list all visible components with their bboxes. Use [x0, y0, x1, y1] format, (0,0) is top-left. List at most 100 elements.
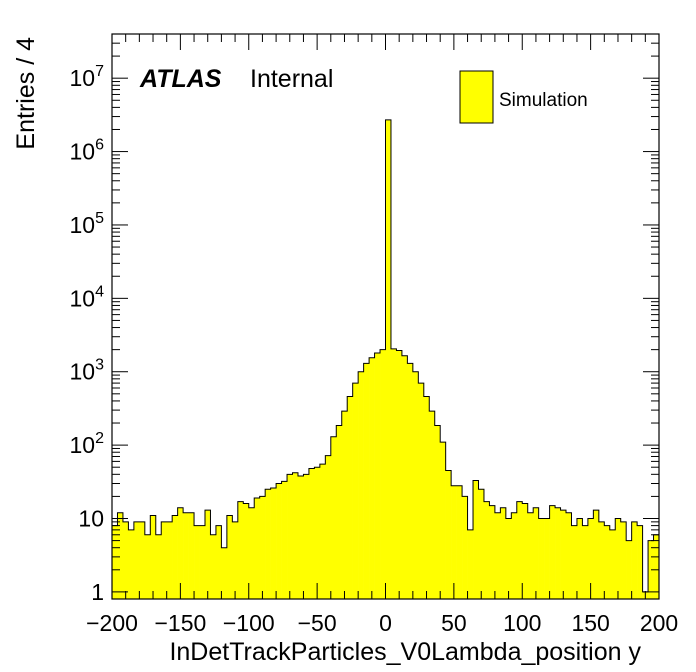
histogram-bar	[248, 507, 255, 599]
histogram-bar	[292, 472, 299, 599]
y-tick-label: 10	[78, 506, 104, 532]
histogram-bar	[330, 436, 337, 599]
x-tick-label: −50	[298, 610, 337, 636]
x-axis-label: InDetTrackParticles_V0Lambda_position y	[169, 638, 641, 666]
histogram-bar	[254, 498, 260, 599]
plot-frame	[111, 33, 660, 600]
histogram-bar	[347, 396, 353, 599]
histogram-bar	[128, 529, 135, 599]
legend-label: Simulation	[499, 90, 588, 111]
histogram-bar	[188, 512, 195, 599]
x-tick-label: 150	[571, 610, 609, 636]
histogram-bar	[325, 455, 332, 599]
histogram-bar	[122, 521, 129, 599]
x-tick-label: 100	[503, 610, 541, 636]
histogram-bar	[270, 488, 277, 599]
histogram-bar	[582, 525, 589, 599]
x-tick-label: −200	[86, 610, 138, 636]
histogram-bar	[598, 521, 605, 599]
histogram-bar	[183, 512, 189, 599]
histogram-bar	[232, 521, 239, 599]
histogram-bar	[319, 464, 326, 599]
histogram-bar	[144, 534, 151, 599]
histogram-bar	[117, 512, 124, 599]
histogram-bar	[473, 480, 479, 599]
histogram-bar	[265, 489, 271, 599]
histogram-bar	[385, 119, 392, 599]
histogram-bar	[489, 505, 496, 599]
histogram-bar	[374, 353, 381, 599]
histogram-bar	[555, 507, 561, 599]
histogram-bar	[358, 371, 364, 599]
histogram-bar	[467, 529, 474, 599]
histogram-bar	[352, 383, 359, 599]
internal-label: Internal	[250, 65, 333, 93]
histogram-bar	[648, 540, 654, 599]
histogram-bar	[166, 521, 173, 599]
histogram-bar	[587, 518, 594, 599]
histogram-bar	[604, 525, 611, 599]
histogram-bar	[314, 467, 321, 599]
x-tick-label: −100	[223, 610, 275, 636]
histogram-bar	[620, 521, 627, 599]
histogram-bar	[609, 529, 616, 599]
histogram-bar	[451, 485, 457, 599]
histogram-bar	[199, 525, 206, 599]
histogram-bar	[177, 507, 184, 599]
histogram-bar	[150, 515, 157, 599]
histogram-bar	[161, 521, 167, 599]
histogram-bar	[259, 496, 266, 599]
atlas-label: ATLAS	[139, 65, 222, 93]
histogram-bar	[210, 534, 217, 599]
histogram-bar	[418, 383, 425, 599]
histogram-bar	[308, 468, 315, 599]
histogram-bar	[456, 485, 463, 599]
y-tick-label: 105	[70, 210, 105, 238]
histogram-bar	[626, 540, 632, 599]
histogram-outline	[111, 119, 660, 599]
histogram-bar	[363, 363, 370, 599]
histogram-bar	[336, 425, 343, 599]
histogram-bar	[429, 411, 436, 599]
histogram-bar	[237, 501, 244, 599]
histogram-bar	[615, 518, 622, 599]
histogram-bar	[505, 518, 512, 599]
histogram-bars	[111, 119, 660, 599]
x-tick-label: 50	[441, 610, 467, 636]
histogram-bar	[287, 474, 293, 599]
y-axis-label: Entries / 4	[12, 37, 40, 150]
histogram-bar	[462, 496, 468, 599]
y-tick-label: 103	[70, 357, 105, 385]
y-tick-label: 107	[70, 63, 105, 91]
histogram-bar	[423, 396, 430, 599]
histogram-bar	[369, 357, 375, 599]
histogram-bar	[341, 411, 348, 599]
histogram-bar	[139, 521, 146, 599]
y-tick-labels: 1 10 102 103 104 105 106 107	[70, 63, 105, 605]
histogram-bar	[390, 348, 397, 599]
histogram-bar	[194, 525, 200, 599]
histogram-bar	[478, 489, 485, 599]
histogram-bar	[412, 371, 419, 599]
histogram-bar	[533, 507, 539, 599]
y-tick-label: 104	[70, 283, 105, 311]
histogram-bar	[527, 512, 534, 599]
histogram-bar	[516, 501, 523, 599]
histogram-bar	[511, 512, 518, 599]
histogram-bar	[204, 510, 211, 599]
histogram-bar	[560, 510, 567, 599]
histogram-bar	[401, 355, 408, 599]
histogram-bar	[380, 349, 386, 599]
histogram-bar	[112, 525, 118, 599]
y-tick-label: 106	[70, 137, 105, 165]
histogram-bar	[226, 515, 233, 599]
x-tick-label: 0	[379, 610, 392, 636]
histogram-bar	[445, 470, 452, 599]
histogram-bar	[434, 425, 441, 599]
x-tick-label: 200	[640, 610, 678, 636]
legend-swatch	[459, 70, 494, 124]
histogram-bar	[593, 510, 600, 599]
histogram-bar	[631, 521, 638, 599]
histogram-bar	[571, 525, 578, 599]
